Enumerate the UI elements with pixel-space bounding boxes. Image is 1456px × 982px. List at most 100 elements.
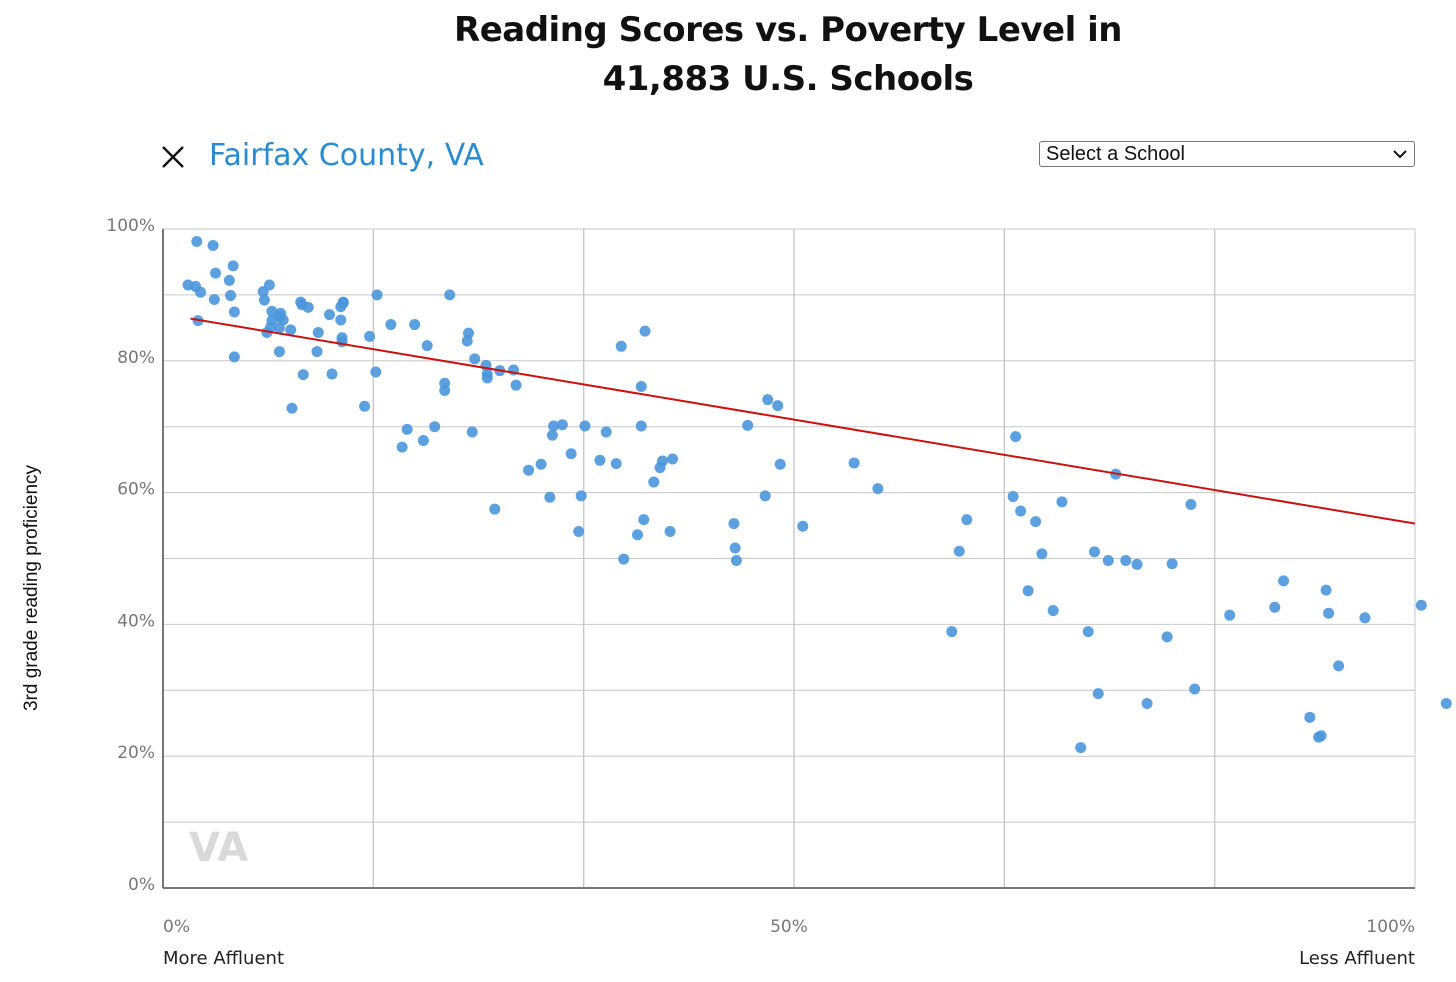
y-tick-label: 20% [117, 743, 155, 763]
data-point [335, 314, 347, 326]
data-point [1082, 626, 1094, 638]
data-point [1359, 612, 1371, 624]
data-point [326, 368, 338, 380]
data-point [228, 351, 240, 363]
data-point [667, 453, 679, 465]
data-point [1185, 498, 1197, 510]
data-point [544, 491, 556, 503]
data-point [575, 490, 587, 502]
data-point [648, 476, 660, 488]
data-point [489, 503, 501, 515]
data-point [579, 420, 591, 432]
data-point [1092, 688, 1104, 700]
data-point [273, 322, 285, 334]
data-point [610, 458, 622, 470]
data-point [872, 483, 884, 495]
data-point [263, 279, 275, 291]
x-end-label-left: More Affluent [163, 948, 285, 969]
y-tick-label: 0% [128, 875, 155, 895]
data-point [774, 458, 786, 470]
data-point [1440, 697, 1452, 709]
x-tick-label: 100% [1366, 917, 1415, 937]
data-point [439, 384, 451, 396]
data-point [615, 340, 627, 352]
data-point [337, 296, 349, 308]
data-point [1030, 516, 1042, 528]
data-point [1120, 554, 1132, 566]
data-point [1224, 609, 1236, 621]
data-point [523, 464, 535, 476]
data-point [1269, 601, 1281, 613]
data-point [1036, 548, 1048, 560]
x-tick-label: 0% [163, 917, 190, 937]
trend-line [190, 317, 1416, 525]
data-point [1189, 683, 1201, 695]
data-point [409, 319, 421, 331]
data-point [1007, 491, 1019, 503]
close-icon[interactable] [158, 142, 188, 172]
data-point [207, 239, 219, 251]
data-point [953, 545, 965, 557]
data-point [324, 309, 336, 321]
data-point [546, 429, 558, 441]
data-point [548, 420, 560, 432]
data-point [302, 301, 314, 313]
data-point [359, 400, 371, 412]
data-point [371, 289, 383, 301]
data-point [285, 324, 297, 336]
y-tick-label: 100% [106, 216, 155, 236]
data-point [297, 369, 309, 381]
chart-title: Reading Scores vs. Poverty Level in 41,8… [0, 6, 1456, 104]
data-point [273, 346, 285, 358]
data-point [396, 441, 408, 453]
data-point [639, 325, 651, 337]
data-point [635, 381, 647, 393]
data-point [191, 236, 203, 248]
y-tick-label: 80% [117, 348, 155, 368]
data-point [364, 330, 376, 342]
data-point [1166, 558, 1178, 570]
data-point [1320, 584, 1332, 596]
data-point [421, 340, 433, 352]
data-point [729, 542, 741, 554]
data-point [1304, 711, 1316, 723]
data-point [225, 290, 237, 302]
x-end-label-right: Less Affluent [1299, 948, 1415, 969]
data-point [1278, 575, 1290, 587]
data-point [657, 455, 669, 467]
data-point [594, 454, 606, 466]
data-point [618, 553, 630, 565]
data-point [228, 306, 240, 318]
data-point [772, 400, 784, 412]
data-point [573, 525, 585, 537]
data-point [632, 529, 644, 541]
data-point [728, 518, 740, 530]
data-point [759, 490, 771, 502]
y-tick-label: 60% [117, 480, 155, 500]
data-point [664, 525, 676, 537]
data-point [195, 286, 207, 298]
data-point [227, 260, 239, 272]
chart-title-line-1: Reading Scores vs. Poverty Level in [454, 10, 1122, 50]
data-point [556, 419, 568, 431]
data-point [730, 554, 742, 566]
data-point [1075, 742, 1087, 754]
data-point [385, 319, 397, 331]
data-point [600, 426, 612, 438]
region-label: Fairfax County, VA [209, 138, 484, 173]
state-watermark: VA [189, 825, 248, 871]
school-select-value: Select a School [1046, 143, 1185, 165]
data-point [462, 327, 474, 339]
data-point [961, 514, 973, 526]
data-point [1131, 558, 1143, 570]
data-point [208, 294, 220, 306]
data-point [1022, 585, 1034, 597]
data-point [565, 448, 577, 460]
data-point [1333, 660, 1345, 672]
data-point [286, 402, 298, 414]
school-select[interactable]: Select a School [1039, 141, 1415, 167]
data-point [946, 626, 958, 638]
x-tick-label: 50% [770, 917, 808, 937]
data-point [466, 426, 478, 438]
